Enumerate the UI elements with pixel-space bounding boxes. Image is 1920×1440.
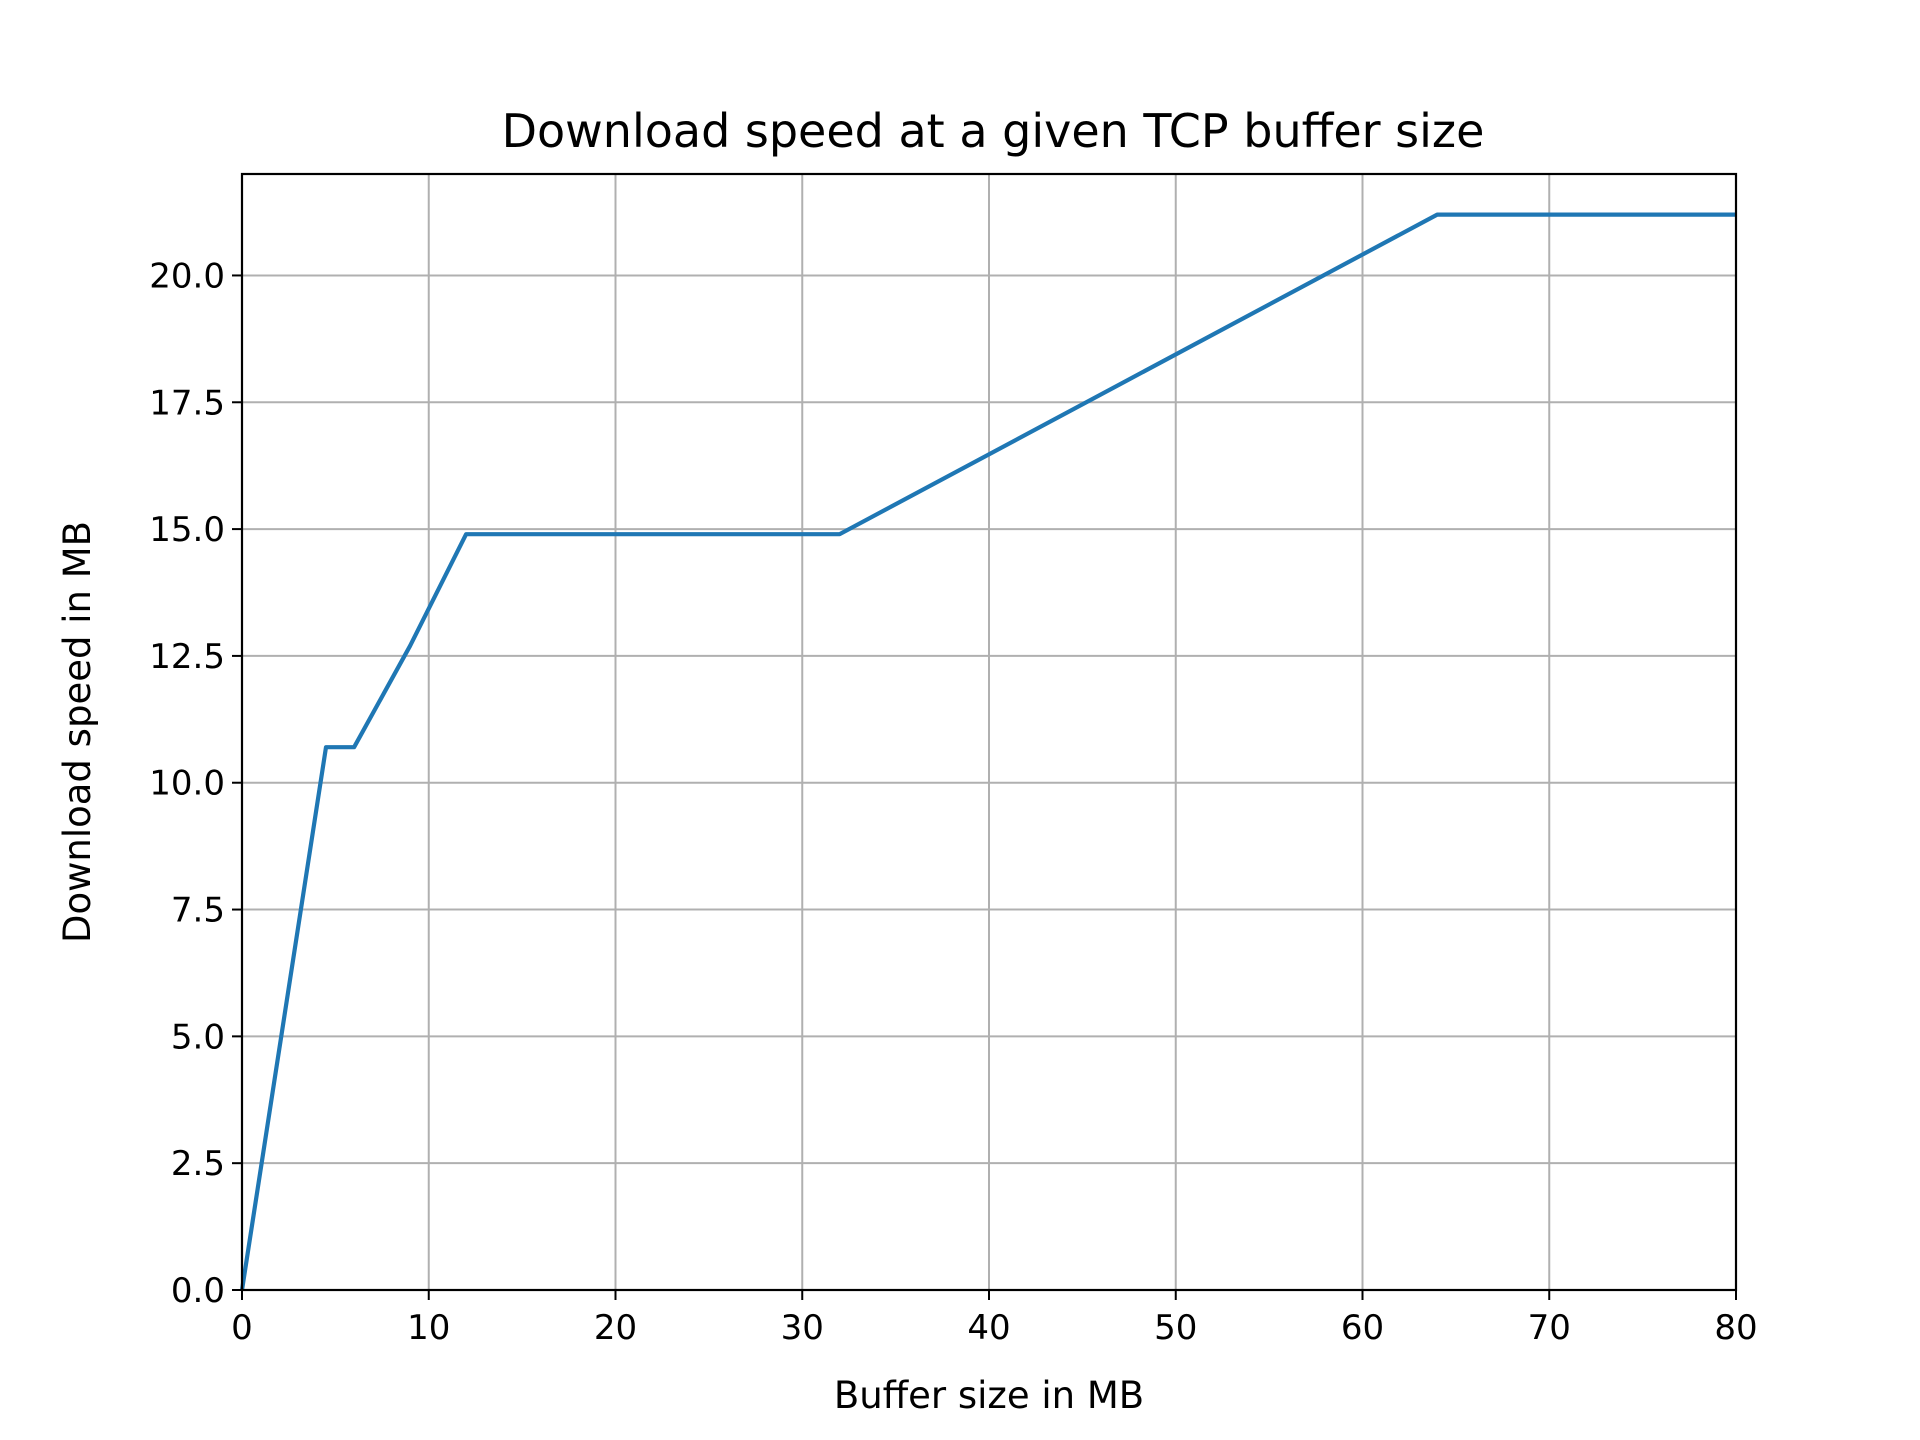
x-tick-label: 30 <box>781 1308 824 1348</box>
x-tick-label: 50 <box>1154 1308 1197 1348</box>
y-tick-label: 5.0 <box>171 1017 225 1057</box>
x-tick-label: 0 <box>231 1308 253 1348</box>
x-tick-label: 60 <box>1341 1308 1384 1348</box>
y-axis: 0.0 2.5 5.0 7.5 10.0 12.5 15.0 17.5 20.0 <box>149 256 242 1311</box>
series-line-0 <box>239 212 1736 1291</box>
y-tick-label: 7.5 <box>171 891 225 931</box>
y-tick-label: 15.0 <box>149 510 225 550</box>
y-tick-label: 2.5 <box>171 1144 225 1184</box>
x-tick-label: 70 <box>1528 1308 1571 1348</box>
y-tick-label: 17.5 <box>149 383 225 423</box>
y-axis-title: Download speed in MB <box>56 521 99 943</box>
x-axis: 0 10 20 30 40 50 60 70 80 <box>231 1290 1758 1348</box>
y-tick-label: 10.0 <box>149 764 225 804</box>
x-tick-label: 80 <box>1714 1308 1757 1348</box>
chart-title: Download speed at a given TCP buffer siz… <box>502 104 1485 158</box>
x-tick-label: 40 <box>967 1308 1010 1348</box>
x-tick-label: 20 <box>594 1308 637 1348</box>
y-tick-label: 0.0 <box>171 1271 225 1311</box>
y-tick-label: 12.5 <box>149 637 225 677</box>
y-tick-label: 20.0 <box>149 256 225 296</box>
x-tick-label: 10 <box>407 1308 450 1348</box>
series-layer <box>239 212 1736 1291</box>
x-axis-title: Buffer size in MB <box>834 1374 1144 1417</box>
